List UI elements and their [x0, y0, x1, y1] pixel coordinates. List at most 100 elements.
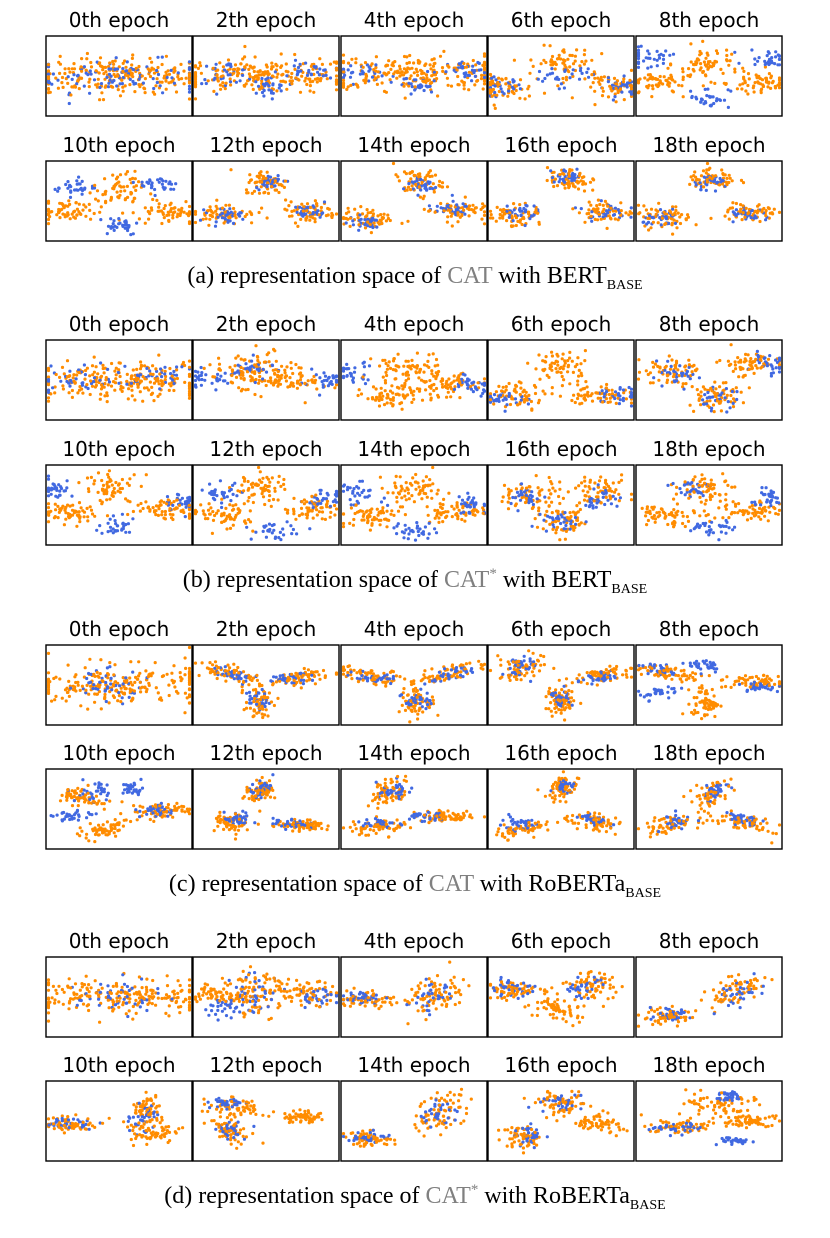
scatter-point — [774, 366, 778, 370]
epoch-panel: 4th epoch — [340, 8, 488, 117]
scatter-point — [718, 358, 722, 363]
scatter-point — [409, 188, 413, 192]
scatter-point — [378, 523, 382, 527]
panel-title: 18th epoch — [652, 133, 765, 157]
scatter-point — [690, 94, 694, 99]
scatter-point — [576, 383, 580, 387]
scatter-point — [758, 219, 762, 224]
scatter-point — [659, 52, 663, 56]
scatter-point — [749, 357, 753, 361]
scatter-point — [115, 67, 120, 71]
scatter-point — [60, 75, 65, 80]
scatter-point — [666, 66, 670, 70]
scatter-point — [427, 78, 431, 82]
scatter-point — [334, 507, 339, 511]
scatter-point — [294, 76, 298, 80]
scatter-point — [416, 193, 420, 197]
scatter-point — [400, 496, 404, 500]
scatter-point — [702, 175, 706, 179]
scatter-point — [657, 378, 661, 382]
scatter-point — [220, 492, 224, 496]
scatter-point — [215, 73, 219, 77]
scatter-point — [726, 210, 730, 214]
scatter-point — [376, 70, 380, 74]
scatter-point — [705, 178, 709, 182]
scatter-point — [65, 486, 69, 490]
scatter-point — [529, 399, 534, 404]
scatter-point — [113, 59, 117, 63]
scatter-point — [500, 389, 504, 393]
scatter-point — [95, 528, 99, 532]
scatter-point — [118, 487, 122, 491]
scatter-point — [587, 208, 591, 212]
scatter-point — [664, 215, 668, 219]
scatter-point — [555, 75, 559, 79]
scatter-point — [730, 389, 735, 394]
scatter-point — [482, 377, 487, 381]
scatter-point — [245, 525, 249, 529]
scatter-point — [326, 213, 330, 217]
scatter-point — [547, 375, 551, 379]
scatter-point — [130, 56, 134, 61]
scatter-point — [576, 187, 581, 191]
scatter-point — [606, 95, 611, 99]
scatter-point — [106, 85, 111, 89]
scatter-point — [430, 369, 434, 373]
scatter-point — [582, 53, 587, 57]
scatter-point — [357, 228, 361, 232]
scatter-point — [121, 61, 125, 65]
scatter-point — [460, 66, 465, 70]
scatter-point — [379, 213, 383, 217]
scatter-point — [599, 396, 603, 400]
scatter-point — [752, 84, 756, 88]
scatter-point — [605, 226, 609, 230]
scatter-point — [501, 385, 505, 389]
epoch-panel: 6th epoch — [487, 312, 635, 421]
scatter-point — [372, 78, 376, 82]
scatter-point — [111, 494, 115, 498]
scatter-point — [290, 82, 294, 86]
panel-title: 10th epoch — [62, 133, 175, 157]
scatter-point — [46, 396, 51, 400]
scatter-point — [713, 81, 717, 85]
scatter-point — [96, 82, 100, 86]
scatter-point — [254, 530, 258, 534]
scatter-point — [94, 197, 98, 201]
scatter-point — [526, 210, 530, 214]
scatter-point — [261, 177, 265, 181]
scatter-point — [754, 216, 758, 220]
scatter-point — [748, 363, 752, 367]
scatter-point — [315, 497, 320, 501]
scatter-point — [659, 223, 663, 227]
scatter-point — [561, 352, 565, 356]
scatter-point — [161, 382, 165, 386]
scatter-point — [552, 170, 556, 174]
scatter-point — [238, 79, 242, 83]
scatter-point — [476, 381, 480, 385]
scatter-point — [266, 191, 271, 195]
scatter-point — [563, 59, 567, 63]
scatter-point — [117, 482, 121, 486]
scatter-point — [361, 361, 365, 365]
scatter-point — [111, 491, 115, 495]
scatter-point — [93, 479, 97, 483]
scatter-point — [402, 170, 407, 174]
scatter-point — [96, 490, 100, 494]
scatter-point — [436, 363, 440, 367]
scatter-point — [361, 72, 365, 76]
scatter-point — [184, 505, 188, 509]
scatter-point — [584, 380, 588, 384]
scatter-point — [636, 377, 641, 381]
scatter-point — [715, 399, 720, 403]
scatter-point — [107, 72, 112, 76]
scatter-point — [109, 225, 114, 229]
scatter-point — [409, 92, 413, 96]
scatter-points — [636, 39, 782, 109]
scatter-point — [491, 87, 495, 92]
scatter-point — [283, 487, 287, 491]
scatter-point — [74, 377, 78, 381]
scatter-point — [322, 200, 327, 204]
scatter-point — [442, 209, 446, 213]
scatter-point — [283, 179, 288, 183]
scatter-point — [107, 65, 111, 69]
